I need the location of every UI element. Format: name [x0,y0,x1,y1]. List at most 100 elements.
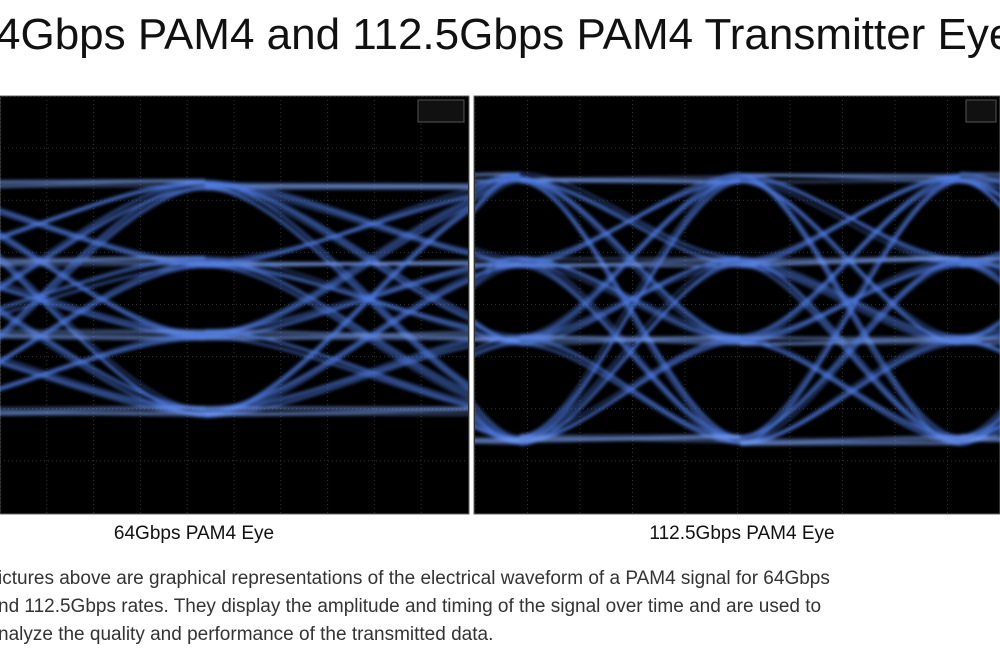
trace [475,439,521,443]
trace [475,172,521,176]
trace [204,198,468,335]
trace [0,180,206,239]
trace [0,179,206,185]
trace [475,322,521,344]
trace [475,340,521,356]
trace [475,265,521,289]
scope-legend [965,99,997,123]
trace [475,335,521,339]
trace [475,257,521,271]
trace [959,179,1000,189]
trace [0,260,206,362]
trace [0,412,206,416]
trace [475,260,521,286]
trace [0,256,206,261]
trace [0,356,206,409]
trace [959,179,1000,197]
trace [475,438,521,442]
left-eye [0,96,468,513]
trace [475,437,521,440]
trace [739,439,961,446]
trace [959,321,1000,340]
trace [0,406,206,410]
trace [475,172,521,210]
trace [475,250,521,264]
body-line: nd 112.5Gbps rates. They display the amp… [0,596,822,617]
trace [0,332,206,390]
trace [0,180,206,286]
trace [959,408,1000,437]
trace [519,340,741,440]
trace [739,172,961,260]
caption: 112.5Gbps PAM4 Eye [649,523,835,544]
trace [204,266,468,332]
trace [959,179,1000,206]
slide-title: 4Gbps PAM4 and 112.5Gbps PAM4 Transmitte… [0,10,1000,59]
trace [475,172,521,194]
trace [739,180,961,340]
eye-traces [475,171,1000,446]
trace [475,403,521,440]
trace [519,336,741,437]
trace [519,256,741,439]
trace [739,335,961,340]
trace [204,341,468,417]
trace [959,264,1000,268]
trace [475,325,521,337]
trace [959,263,1000,284]
trace [475,176,521,197]
trace [959,174,1000,185]
trace [959,428,1000,440]
trace [475,337,521,341]
trace [475,342,521,357]
trace [959,412,1000,440]
trace [959,180,1000,209]
trace [959,426,1000,438]
trace [475,441,521,445]
eye-traces [0,178,468,419]
trace [959,435,1000,439]
trace [475,175,521,210]
trace [0,186,206,336]
caption: 64Gbps PAM4 Eye [113,523,275,544]
trace [959,257,1000,260]
trace [204,407,468,411]
trace [519,258,741,443]
trace [475,172,521,186]
trace [475,321,521,342]
trace [959,256,1000,268]
trace [204,274,468,411]
trace [475,415,521,441]
trace [959,180,1000,184]
trace [475,258,521,261]
trace [519,434,741,438]
trace [475,246,521,260]
scope-legend [417,99,465,123]
trace [0,264,206,365]
trace [959,338,1000,352]
trace [959,319,1000,338]
trace [959,439,1000,442]
trace [739,260,961,439]
trace [739,174,961,337]
trace [959,180,1000,199]
trace [959,329,1000,339]
body-line: nalyze the quality and performance of th… [0,624,494,645]
trace [0,335,206,392]
trace [475,180,521,214]
trace [0,180,206,336]
trace [475,256,521,281]
right-eye [475,96,1000,513]
trace [959,418,1000,438]
trace [204,180,468,253]
trace [959,424,1000,437]
trace [519,435,741,441]
trace [475,408,521,441]
trace [475,426,521,442]
trace [959,339,1000,353]
trace [959,335,1000,339]
body-line: ictures above are graphical representati… [0,568,830,589]
trace [959,338,1000,342]
